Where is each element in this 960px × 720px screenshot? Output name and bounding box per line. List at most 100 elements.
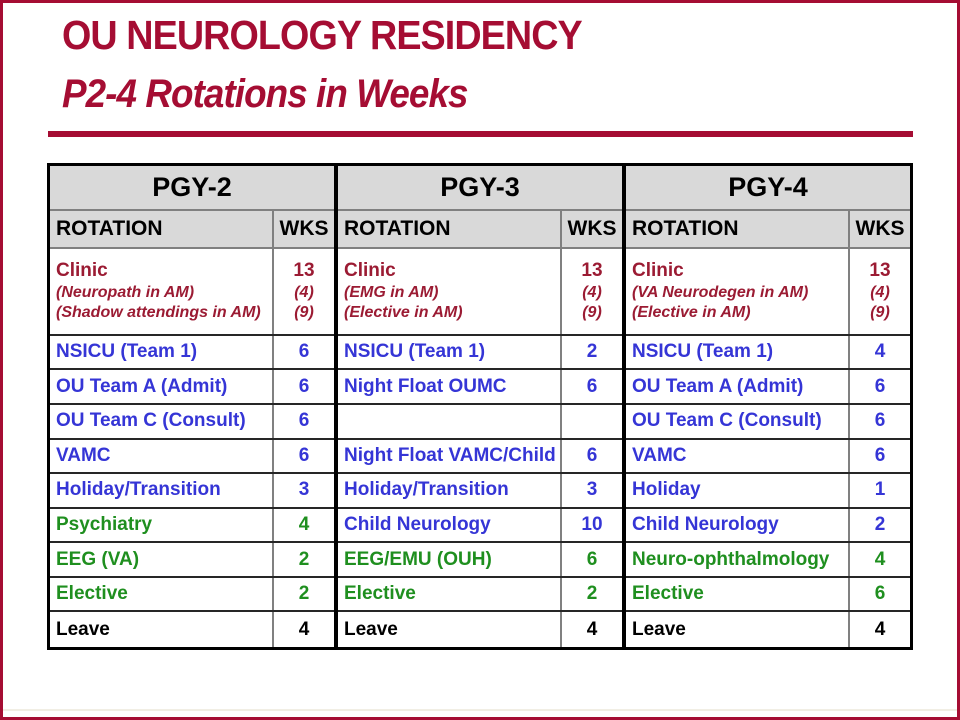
wks-value: 13 — [869, 260, 891, 282]
table-row: Neuro-ophthalmology 4 — [626, 543, 910, 578]
rotation-label: Leave — [344, 618, 398, 640]
wks-value: 6 — [874, 444, 886, 466]
wks-cell: 3 — [272, 474, 334, 507]
wks-detail: (4) — [294, 284, 314, 302]
table-row: NSICU (Team 1) 4 — [626, 335, 910, 371]
rotation-cell: Holiday — [626, 474, 848, 507]
wks-value: 3 — [298, 479, 310, 501]
rotation-cell: Leave — [50, 612, 272, 647]
wks-cell: 6 — [848, 405, 910, 438]
rotation-label: VAMC — [56, 444, 111, 466]
rotation-label: VAMC — [632, 444, 687, 466]
wks-cell: 13 (4) (9) — [560, 248, 622, 334]
wks-cell: 6 — [560, 370, 622, 404]
rotation-cell: NSICU (Team 1) — [50, 336, 272, 369]
rotation-cell: OU Team A (Admit) — [50, 370, 272, 403]
table-row: Night Float VAMC/Child 6 — [338, 439, 622, 475]
rotation-cell: Child Neurology — [626, 509, 848, 542]
rotation-cell: Elective — [338, 578, 560, 611]
table-row: VAMC 6 — [626, 439, 910, 475]
wks-detail: (9) — [870, 304, 890, 322]
table-row — [338, 405, 622, 440]
rotation-cell: Night Float VAMC/Child — [338, 440, 560, 473]
wks-value: 4 — [874, 618, 886, 640]
wks-cell: 10 — [560, 508, 622, 542]
rotation-cell: EEG/EMU (OUH) — [338, 543, 560, 576]
rotation-cell: VAMC — [50, 440, 272, 473]
slide-title: OU NEUROLOGY RESIDENCY — [62, 12, 583, 58]
rotation-label: EEG (VA) — [56, 548, 140, 570]
wks-cell: 6 — [848, 370, 910, 404]
wks-value: 6 — [586, 444, 598, 466]
wks-cell: 1 — [848, 474, 910, 507]
rotation-cell: NSICU (Team 1) — [338, 336, 560, 369]
rotation-label: Clinic — [632, 260, 684, 282]
wks-header-cell: WKS — [560, 211, 622, 247]
rotation-detail: (Elective in AM) — [632, 304, 751, 322]
wks-cell: 6 — [272, 439, 334, 473]
wks-value: 4 — [298, 618, 310, 640]
wks-cell: 4 — [848, 612, 910, 648]
wks-detail: (9) — [294, 304, 314, 322]
table-row: Leave 4 — [50, 612, 334, 648]
rotation-label: Holiday — [632, 479, 701, 501]
wks-cell: 2 — [272, 577, 334, 611]
wks-cell: 4 — [272, 508, 334, 542]
table-row: Leave 4 — [338, 612, 622, 648]
wks-value: 6 — [586, 375, 598, 397]
wks-header-cell: WKS — [848, 211, 910, 247]
wks-cell: 6 — [560, 543, 622, 576]
table-row: Clinic (EMG in AM) (Elective in AM) 13 (4) (9… — [338, 248, 622, 336]
wks-cell: 6 — [848, 577, 910, 611]
wks-cell: 6 — [272, 405, 334, 438]
wks-detail: (9) — [582, 304, 602, 322]
column-header-row: ROTATION WKS — [626, 211, 910, 249]
wks-value: 4 — [874, 548, 886, 570]
group-title: PGY-3 — [338, 166, 622, 212]
table-row: Elective 6 — [626, 577, 910, 613]
wks-cell: 6 — [848, 439, 910, 473]
wks-cell: 2 — [560, 335, 622, 369]
rotation-label: Elective — [344, 583, 416, 605]
wks-cell: 4 — [560, 612, 622, 648]
rotation-label: Elective — [56, 583, 128, 605]
group-title: PGY-4 — [626, 166, 910, 212]
table-row: Leave 4 — [626, 612, 910, 648]
wks-value: 2 — [586, 341, 598, 363]
table-row: Elective 2 — [338, 577, 622, 613]
rotation-detail: (Shadow attendings in AM) — [56, 304, 261, 322]
table-row: Psychiatry 4 — [50, 508, 334, 544]
rotation-detail: (EMG in AM) — [344, 284, 439, 302]
table-row: Elective 2 — [50, 577, 334, 613]
table-row: Child Neurology 10 — [338, 508, 622, 544]
column-header-row: ROTATION WKS — [338, 211, 622, 249]
table-row: VAMC 6 — [50, 439, 334, 475]
wks-value: 6 — [586, 548, 598, 570]
wks-value: 1 — [874, 479, 886, 501]
rotation-cell: Child Neurology — [338, 509, 560, 542]
table-row: OU Team C (Consult) 6 — [50, 405, 334, 440]
rotation-cell: Holiday/Transition — [50, 474, 272, 507]
rotation-label: NSICU (Team 1) — [56, 341, 198, 363]
rotation-detail: (VA Neurodegen in AM) — [632, 284, 809, 302]
rotation-header-cell: ROTATION — [344, 217, 451, 241]
column-header-row: ROTATION WKS — [50, 211, 334, 249]
wks-value: 10 — [581, 514, 603, 536]
wks-cell: 2 — [272, 543, 334, 576]
table-row: EEG/EMU (OUH) 6 — [338, 543, 622, 578]
rotations-table: PGY-2 ROTATION WKS Clinic (Neuropath in AM) (… — [47, 163, 913, 650]
table-row: Night Float OUMC 6 — [338, 370, 622, 406]
rotation-cell: Night Float OUMC — [338, 370, 560, 403]
wks-value: 6 — [298, 341, 310, 363]
wks-value: 2 — [298, 583, 310, 605]
pgy-group-pgy-3: PGY-3 ROTATION WKS Clinic (EMG in AM) (Electi… — [334, 166, 622, 648]
rotation-cell: Elective — [50, 578, 272, 611]
rotation-label: NSICU (Team 1) — [344, 341, 486, 363]
rotation-label: NSICU (Team 1) — [632, 341, 774, 363]
wks-cell: 4 — [848, 335, 910, 369]
wks-cell: 4 — [848, 543, 910, 576]
bottom-accent-line — [3, 709, 957, 711]
rotation-label: OU Team A (Admit) — [56, 375, 228, 397]
table-row: Clinic (Neuropath in AM) (Shadow attending… — [50, 248, 334, 336]
table-row: Holiday 1 — [626, 474, 910, 509]
